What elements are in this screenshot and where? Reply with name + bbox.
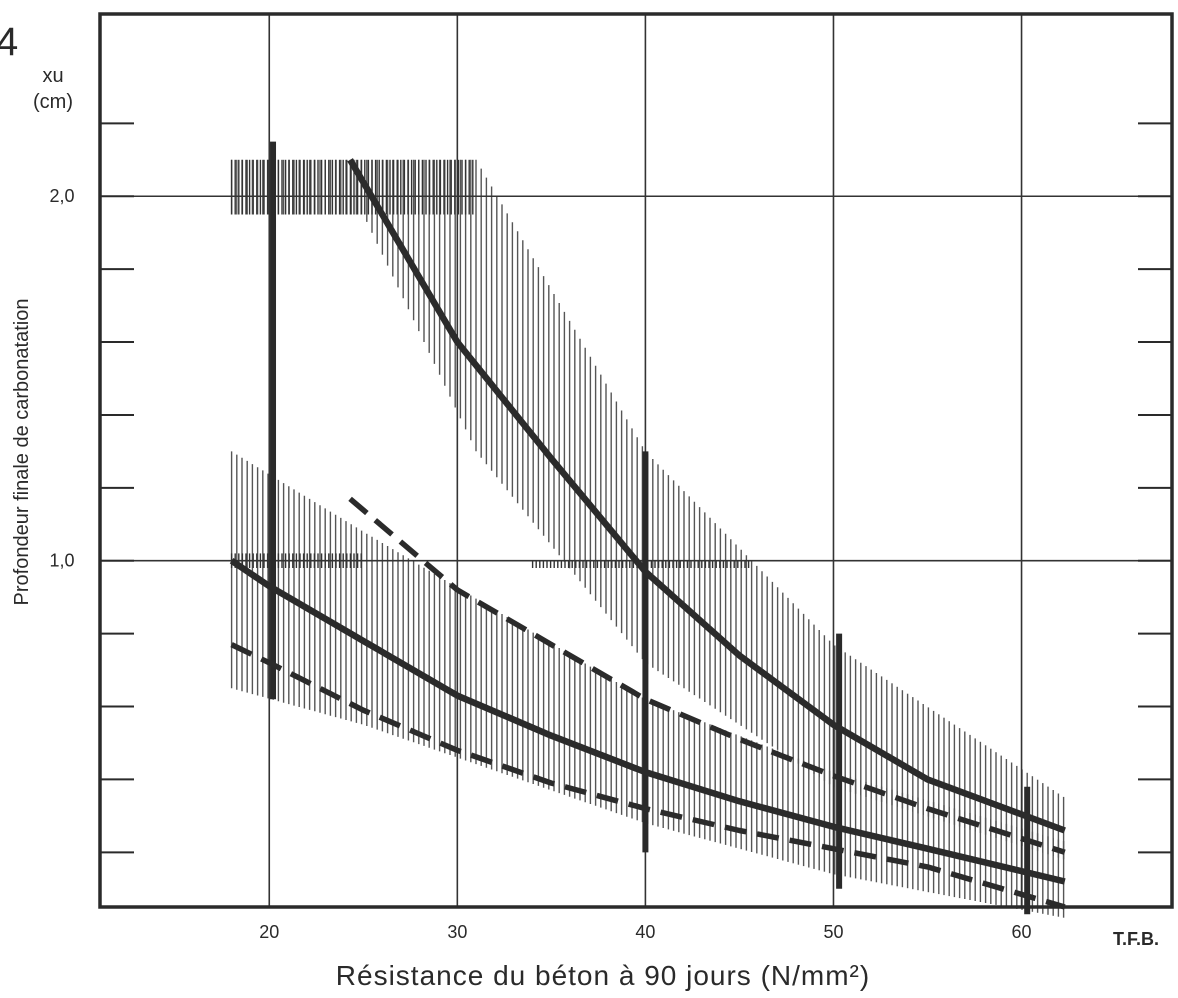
source-mark: T.F.B. [1113, 929, 1159, 949]
figure-number: 4 [0, 20, 18, 64]
x-tick-label: 50 [823, 922, 843, 942]
dashed-curve [230, 642, 1066, 910]
x-tick-label: 60 [1012, 922, 1032, 942]
y-axis-symbol: xu [42, 65, 63, 87]
y-tick-labels: 1,0 2,0 [49, 186, 74, 570]
dashed-curve [348, 496, 1066, 855]
x-tick-labels: 20 30 40 50 60 [259, 922, 1031, 942]
y-tick-label: 2,0 [49, 186, 74, 206]
x-tick-label: 30 [447, 922, 467, 942]
x-tick-label: 40 [635, 922, 655, 942]
y-axis-title: Profondeur finale de carbonatation [11, 299, 33, 606]
x-tick-label: 20 [259, 922, 279, 942]
x-axis-title: Résistance du béton à 90 jours (N/mm²) [336, 960, 870, 991]
solid-curve [229, 558, 1066, 885]
y-tick-label: 1,0 [49, 551, 74, 571]
curves [229, 158, 1066, 910]
scatter-bands [230, 159, 1065, 918]
y-axis-unit: (cm) [33, 91, 73, 113]
plot-frame [98, 12, 1174, 909]
solid-curve [347, 158, 1066, 834]
axis-ticks [100, 122, 1172, 854]
